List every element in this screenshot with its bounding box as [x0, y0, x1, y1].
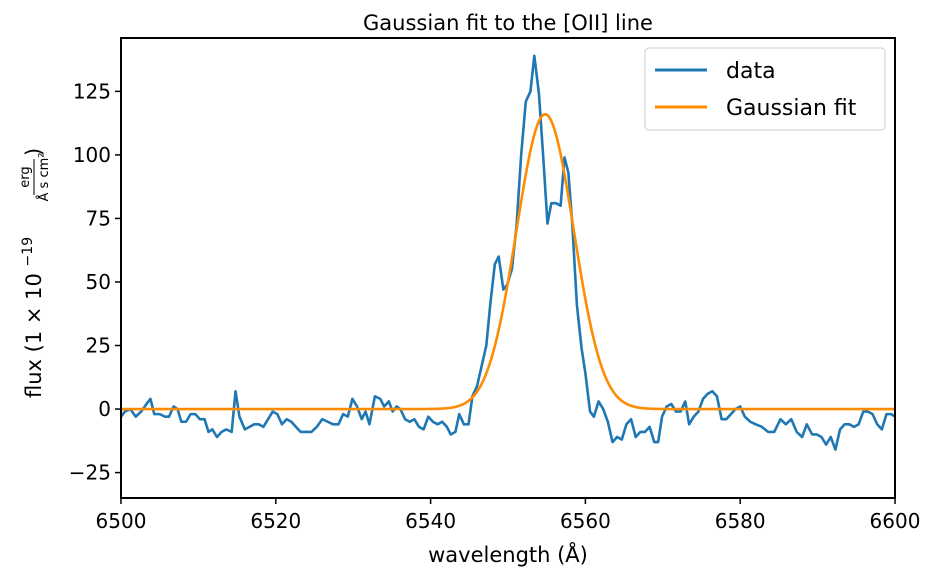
y-tick-label: 75	[86, 206, 111, 230]
y-tick-label: 0	[98, 397, 111, 421]
axis-ticks: 6500 6520 6540 6560 6580 6600 −25 0 25 50 75 100 125	[69, 79, 921, 533]
legend-label-gaussian-fit: Gaussian fit	[726, 96, 857, 121]
y-axis-title-prefix: flux (1 × 10 −19	[20, 237, 46, 398]
legend: data Gaussian fit	[644, 47, 886, 131]
y-axis-unit-denominator: Å s cm²	[36, 153, 52, 202]
y-axis-title-exponent: −19	[20, 237, 36, 267]
y-tick-label: 125	[73, 79, 111, 103]
y-axis-title: flux (1 × 10 −19 erg Å s cm² )	[18, 148, 52, 398]
x-tick-label: 6500	[96, 509, 147, 533]
x-tick-label: 6580	[715, 509, 766, 533]
x-axis-title: wavelength (Å)	[428, 541, 588, 567]
y-axis-title-prefix-text: flux (1 × 10	[22, 273, 46, 398]
series-line-gaussian-fit	[121, 112, 895, 411]
y-tick-label: 50	[86, 270, 111, 294]
y-tick-label: 25	[86, 334, 111, 358]
y-tick-label: −25	[69, 461, 111, 485]
chart-title: Gaussian fit to the [OII] line	[363, 11, 653, 35]
legend-label-data: data	[726, 59, 776, 84]
y-axis-title-suffix: )	[22, 148, 46, 156]
y-axis-unit-numerator: erg	[18, 166, 33, 187]
x-tick-label: 6520	[250, 509, 301, 533]
y-tick-label: 100	[73, 143, 111, 167]
plot-area	[121, 54, 895, 452]
x-tick-label: 6600	[870, 509, 921, 533]
x-tick-label: 6540	[405, 509, 456, 533]
series-line-data	[121, 54, 895, 452]
plot-frame	[120, 37, 896, 499]
x-tick-label: 6560	[560, 509, 611, 533]
